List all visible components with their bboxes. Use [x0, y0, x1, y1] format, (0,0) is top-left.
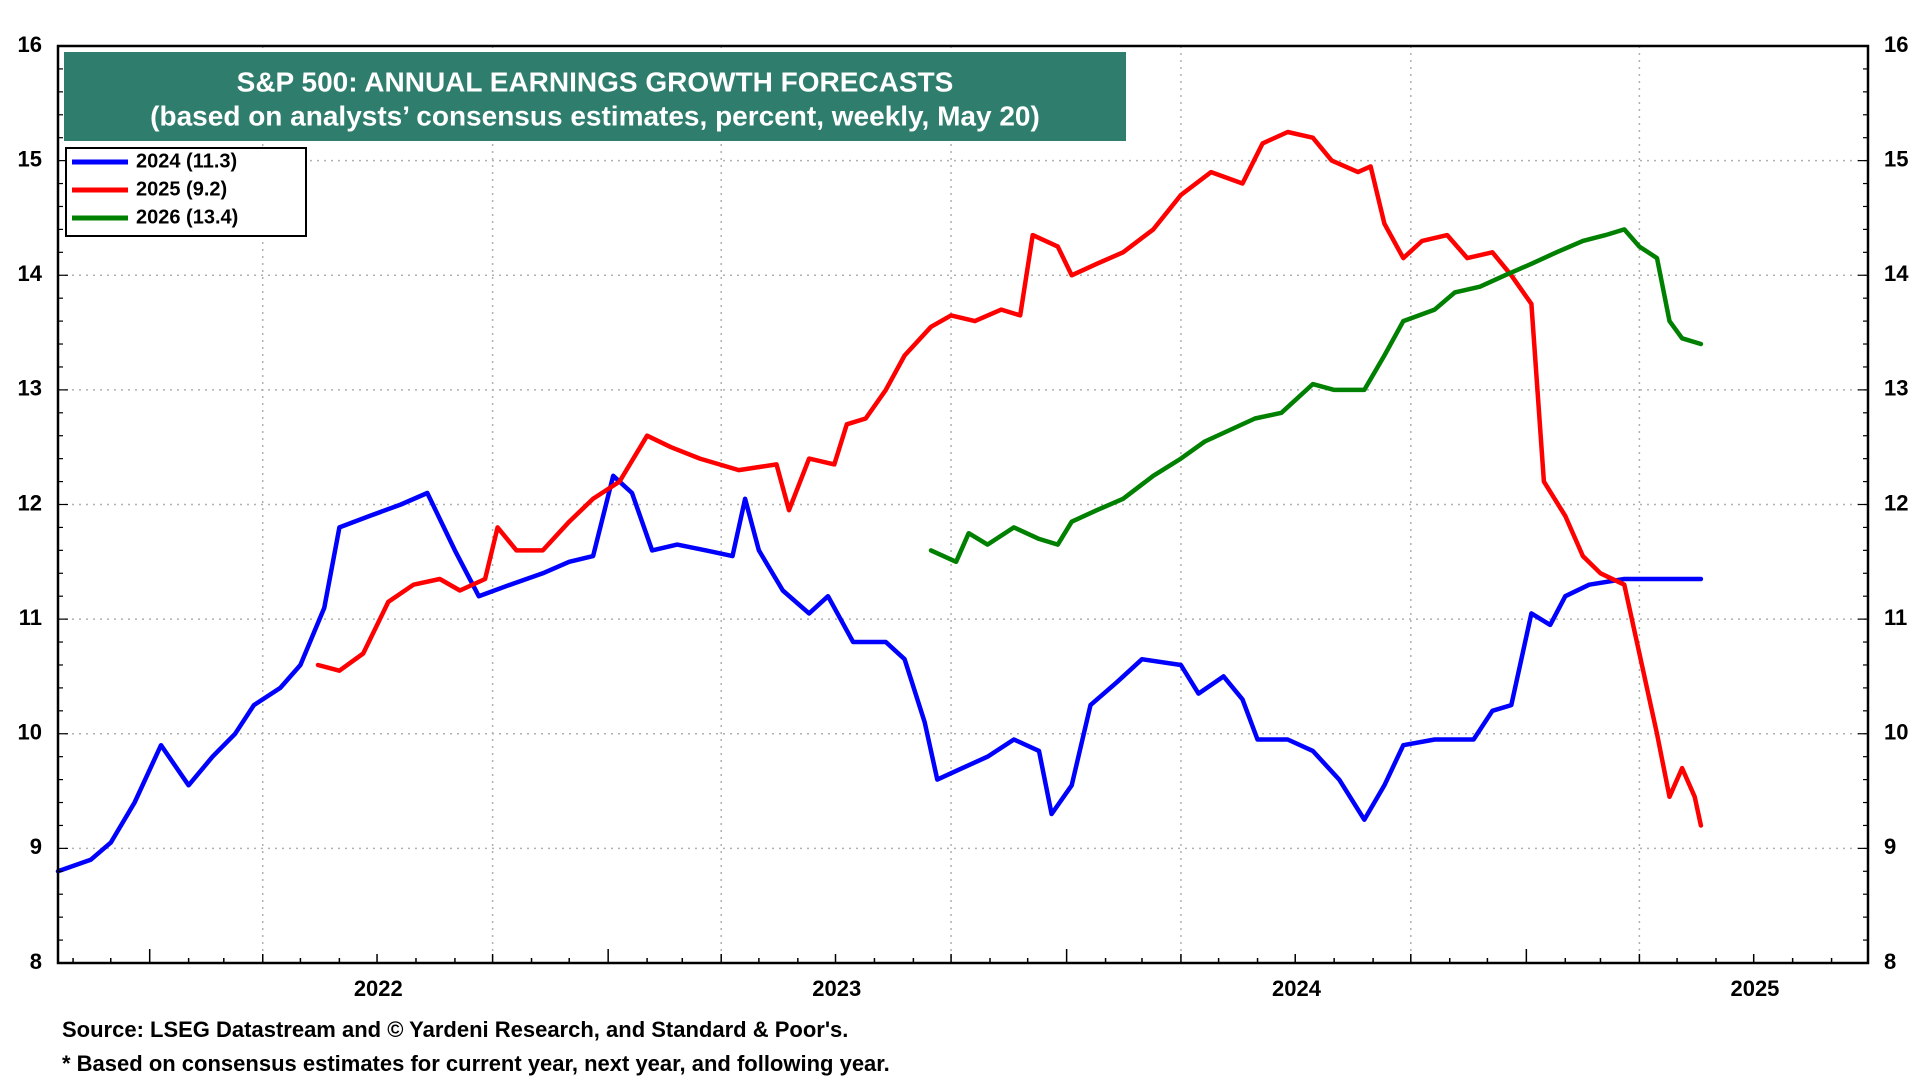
- series-line-2026: [928, 227, 1704, 565]
- legend: 2024 (11.3) 2025 (9.2) 2026 (13.4): [65, 147, 307, 237]
- axis-ticks: [58, 45, 1868, 964]
- y-tick-label-left: 14: [18, 261, 43, 286]
- legend-label-2024: 2024 (11.3): [136, 150, 237, 172]
- y-tick-label-right: 8: [1884, 949, 1896, 974]
- x-year-label: 2022: [354, 976, 403, 1001]
- y-tick-label-left: 11: [19, 605, 42, 630]
- plot-frame: [56, 44, 1870, 965]
- chart-title: S&P 500: ANNUAL EARNINGS GROWTH FORECAST…: [237, 66, 954, 97]
- y-tick-label-left: 10: [18, 720, 42, 745]
- chart-subtitle: (based on analysts’ consensus estimates,…: [150, 100, 1040, 131]
- y-tick-label-right: 16: [1884, 32, 1908, 57]
- y-tick-label-right: 13: [1884, 376, 1908, 401]
- series-lines: [55, 129, 1704, 874]
- footnote: * Based on consensus estimates for curre…: [62, 1051, 890, 1076]
- title-background: [64, 52, 1126, 141]
- series-line-2025: [315, 129, 1704, 828]
- title-box: S&P 500: ANNUAL EARNINGS GROWTH FORECAST…: [64, 52, 1126, 141]
- y-tick-label-left: 16: [18, 32, 42, 57]
- source-note: Source: LSEG Datastream and © Yardeni Re…: [62, 1017, 849, 1042]
- y-tick-label-right: 10: [1884, 720, 1908, 745]
- y-tick-label-left: 9: [30, 834, 42, 859]
- axis-labels: 8 8 9 9 10 10 11 11 12 12 13 13 14 14 15 15 16 16 2022 2023…: [18, 32, 1910, 1001]
- series-line-2024: [55, 473, 1704, 874]
- grid: [58, 46, 1868, 963]
- y-tick-label-right: 15: [1884, 146, 1908, 171]
- x-year-label: 2025: [1730, 976, 1779, 1001]
- y-tick-label-left: 12: [18, 490, 42, 515]
- y-tick-label-right: 14: [1884, 261, 1909, 286]
- y-tick-label-left: 8: [30, 949, 42, 974]
- x-year-label: 2023: [812, 976, 861, 1001]
- legend-label-2026: 2026 (13.4): [136, 206, 238, 228]
- y-tick-label-right: 9: [1884, 834, 1896, 859]
- y-tick-label-left: 15: [18, 146, 42, 171]
- x-year-label: 2024: [1272, 976, 1322, 1001]
- y-tick-label-right: 11: [1884, 605, 1907, 630]
- y-tick-label-right: 12: [1884, 490, 1908, 515]
- y-tick-label-left: 13: [18, 376, 42, 401]
- legend-label-2025: 2025 (9.2): [136, 178, 227, 200]
